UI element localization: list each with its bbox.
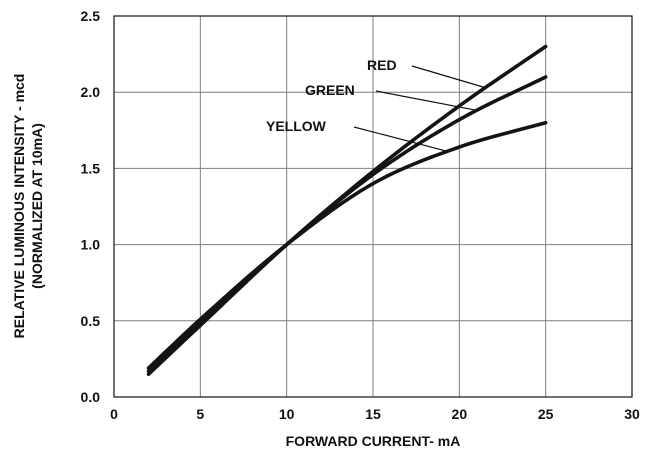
x-tick-label: 25 xyxy=(538,406,554,422)
series-labels: RED GREEN YELLOW xyxy=(266,57,486,152)
y-axis-title-line-1: RELATIVE LUMINOUS INTENSITY - mcd xyxy=(11,74,27,339)
leader-line-yellow xyxy=(353,126,448,152)
series-label-green: GREEN xyxy=(305,82,355,98)
x-tick-label: 5 xyxy=(196,406,204,422)
series-line-green xyxy=(146,75,548,373)
x-tick-label: 20 xyxy=(452,406,468,422)
grid xyxy=(114,16,632,397)
y-tick-label: 1.5 xyxy=(81,160,101,176)
y-tick-label: 2.5 xyxy=(81,8,101,24)
x-tick-label: 15 xyxy=(365,406,381,422)
y-axis-title-line-2: (NORMALIZED AT 10mA) xyxy=(29,123,45,289)
series-line-yellow xyxy=(146,120,548,370)
y-tick-label: 0.0 xyxy=(81,389,101,405)
x-tick-label: 0 xyxy=(110,406,118,422)
series-curves xyxy=(146,44,548,376)
series-label-red: RED xyxy=(367,57,397,73)
y-tick-label: 1.0 xyxy=(81,237,101,253)
x-tick-label: 30 xyxy=(624,406,640,422)
leader-line-red xyxy=(411,65,486,89)
x-axis-title: FORWARD CURRENT- mA xyxy=(286,433,461,449)
x-tick-label: 10 xyxy=(279,406,295,422)
y-tick-label: 2.0 xyxy=(81,84,101,100)
leader-line-green xyxy=(375,90,477,111)
tick-labels: 0 5 10 15 20 25 30 0.0 0.5 1.0 1.5 2.0 2.5 xyxy=(81,8,640,422)
plot-frame xyxy=(113,15,633,398)
y-tick-label: 0.5 xyxy=(81,313,101,329)
series-label-yellow: YELLOW xyxy=(266,118,327,134)
